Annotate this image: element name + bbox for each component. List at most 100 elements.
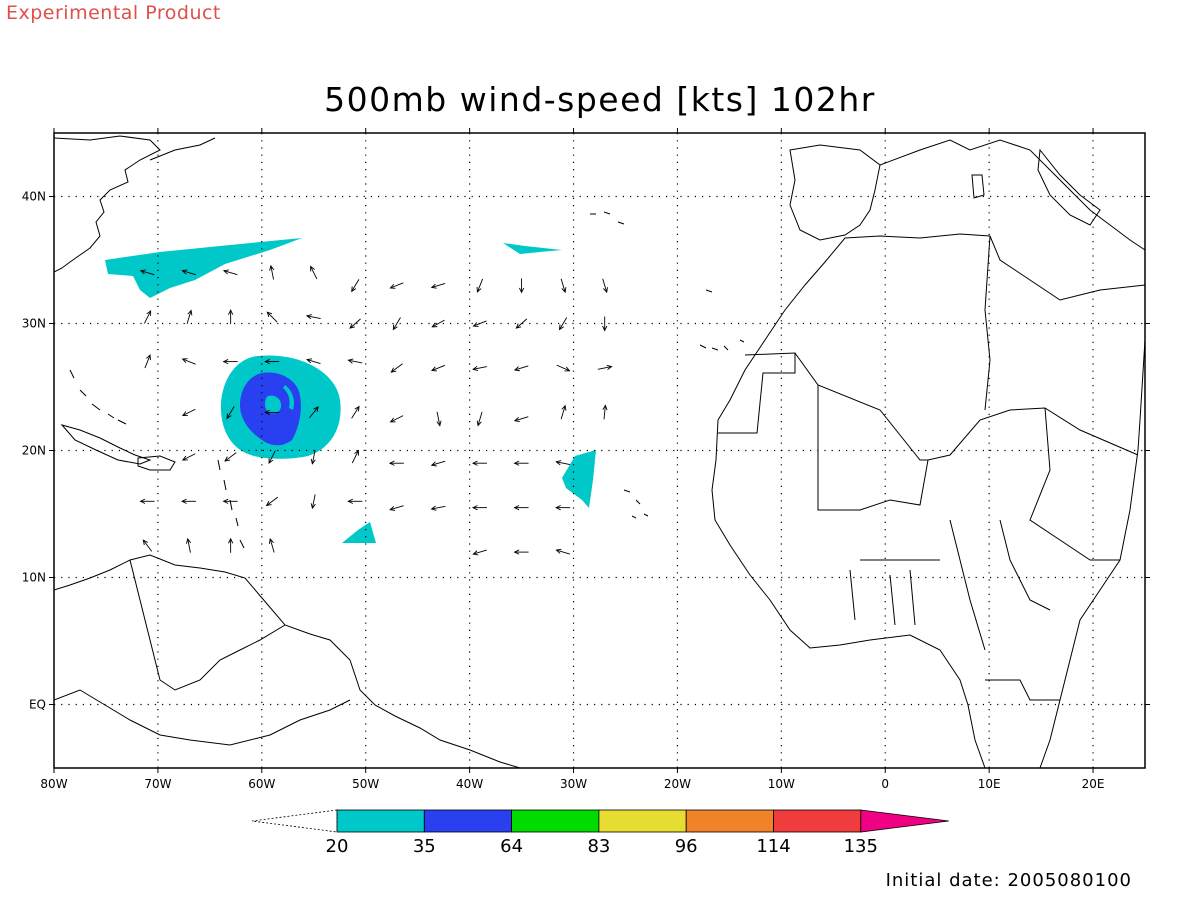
wind-vector (430, 364, 446, 372)
wind-vector (181, 408, 196, 416)
wind-vector (139, 498, 155, 504)
wind-band-nw (105, 238, 302, 298)
wind-vector (351, 279, 360, 293)
wind-vector (144, 354, 151, 369)
wind-vector (602, 316, 608, 332)
wind-vector (430, 460, 446, 467)
colorbar-label: 35 (413, 836, 436, 857)
wind-vector (436, 411, 442, 427)
africa-coast (711, 233, 1145, 768)
algeria-border (794, 235, 991, 461)
hispaniola-coast (137, 455, 176, 471)
iberia-coast (789, 144, 881, 241)
wind-vector (309, 406, 319, 419)
wind-vector (471, 460, 488, 466)
wind-vector (222, 269, 238, 276)
lon-tick-label: 30W (560, 777, 587, 791)
wind-vector (305, 314, 321, 320)
wind-vector (224, 452, 237, 462)
lesser-antilles (217, 459, 245, 549)
lon-tick-label: 20W (664, 777, 691, 791)
wind-vector (513, 505, 529, 511)
lon-tick-label: 10W (768, 777, 795, 791)
venezuela-interior (129, 559, 286, 691)
hurricane-spiral (283, 385, 295, 410)
colorbar-box (423, 809, 512, 833)
wind-vector (388, 460, 404, 466)
wind-vector (310, 494, 316, 510)
lat-tick-label: 40N (22, 190, 46, 204)
colorbar-label: 96 (675, 836, 698, 857)
wind-vector (555, 548, 570, 555)
wind-vector (560, 278, 567, 294)
lat-tick-label: 20N (22, 444, 46, 458)
wind-vector (430, 282, 446, 289)
wind-vector (390, 363, 403, 373)
lat-lon-grid (54, 133, 1145, 768)
wind-vector (142, 539, 153, 552)
wind-vector (226, 406, 235, 420)
wind-vector (265, 496, 279, 507)
wind-vector (392, 317, 401, 331)
wind-band-east (562, 450, 596, 508)
wind-vector (513, 365, 529, 372)
wind-vector (513, 549, 529, 555)
wind-vector (518, 278, 525, 294)
wind-band-central (503, 243, 562, 254)
coastlines-and-borders (54, 135, 1145, 768)
wind-vector (347, 498, 363, 504)
lon-tick-label: 40W (456, 777, 483, 791)
wind-vectors (139, 264, 613, 556)
wind-vector (268, 450, 276, 465)
wind-vector (558, 317, 568, 331)
wind-vector (181, 453, 196, 461)
wind-vector (186, 537, 192, 553)
lat-tick-label: 30N (22, 317, 46, 331)
wind-band-south (342, 522, 376, 543)
product-label: Experimental Product (6, 2, 221, 24)
canary-islands (699, 339, 745, 351)
wind-vector (602, 404, 608, 420)
colorbar-label: 83 (587, 836, 610, 857)
italy-coast (1037, 148, 1101, 226)
wind-vector (471, 505, 488, 511)
europe-coast (879, 139, 1145, 251)
map-frame (53, 132, 1146, 769)
wind-vector (310, 449, 316, 465)
wind-vector (143, 309, 152, 324)
wind-vector (602, 278, 608, 294)
wind-vector (139, 269, 155, 276)
wind-vector (181, 269, 196, 276)
wind-vector (347, 358, 363, 364)
map-title: 500mb wind-speed [kts] 102hr (324, 80, 876, 119)
colorbar-low-arrow (251, 809, 338, 833)
cuba-coast (60, 424, 152, 465)
wind-vector (555, 460, 571, 466)
wind-vector (264, 359, 280, 365)
wind-vector (389, 415, 404, 423)
lon-tick-label: 20E (1082, 777, 1105, 791)
lon-tick-label: 60W (248, 777, 275, 791)
wind-vector (351, 405, 360, 419)
wind-vector (222, 359, 238, 365)
wind-vector (181, 358, 196, 365)
wind-vector (476, 278, 484, 293)
colorbar-label: 135 (844, 836, 878, 857)
sardinia (971, 174, 985, 199)
wind-vector (472, 549, 487, 556)
wind-vector (472, 320, 487, 327)
colorbar-box (511, 809, 600, 833)
bahamas (69, 369, 127, 425)
wind-vector (597, 364, 613, 370)
wind-vector (431, 319, 445, 328)
wind-vector (555, 505, 571, 511)
wind-vector (513, 416, 529, 422)
wind-vector (560, 404, 567, 420)
western-sahara-border (718, 352, 796, 434)
wind-vector (513, 460, 529, 466)
nigeria-border (949, 519, 1051, 651)
lat-tick-label: 10N (22, 571, 46, 585)
gulf-of-guinea-borders (849, 559, 940, 626)
hurricane-eye (265, 395, 282, 414)
